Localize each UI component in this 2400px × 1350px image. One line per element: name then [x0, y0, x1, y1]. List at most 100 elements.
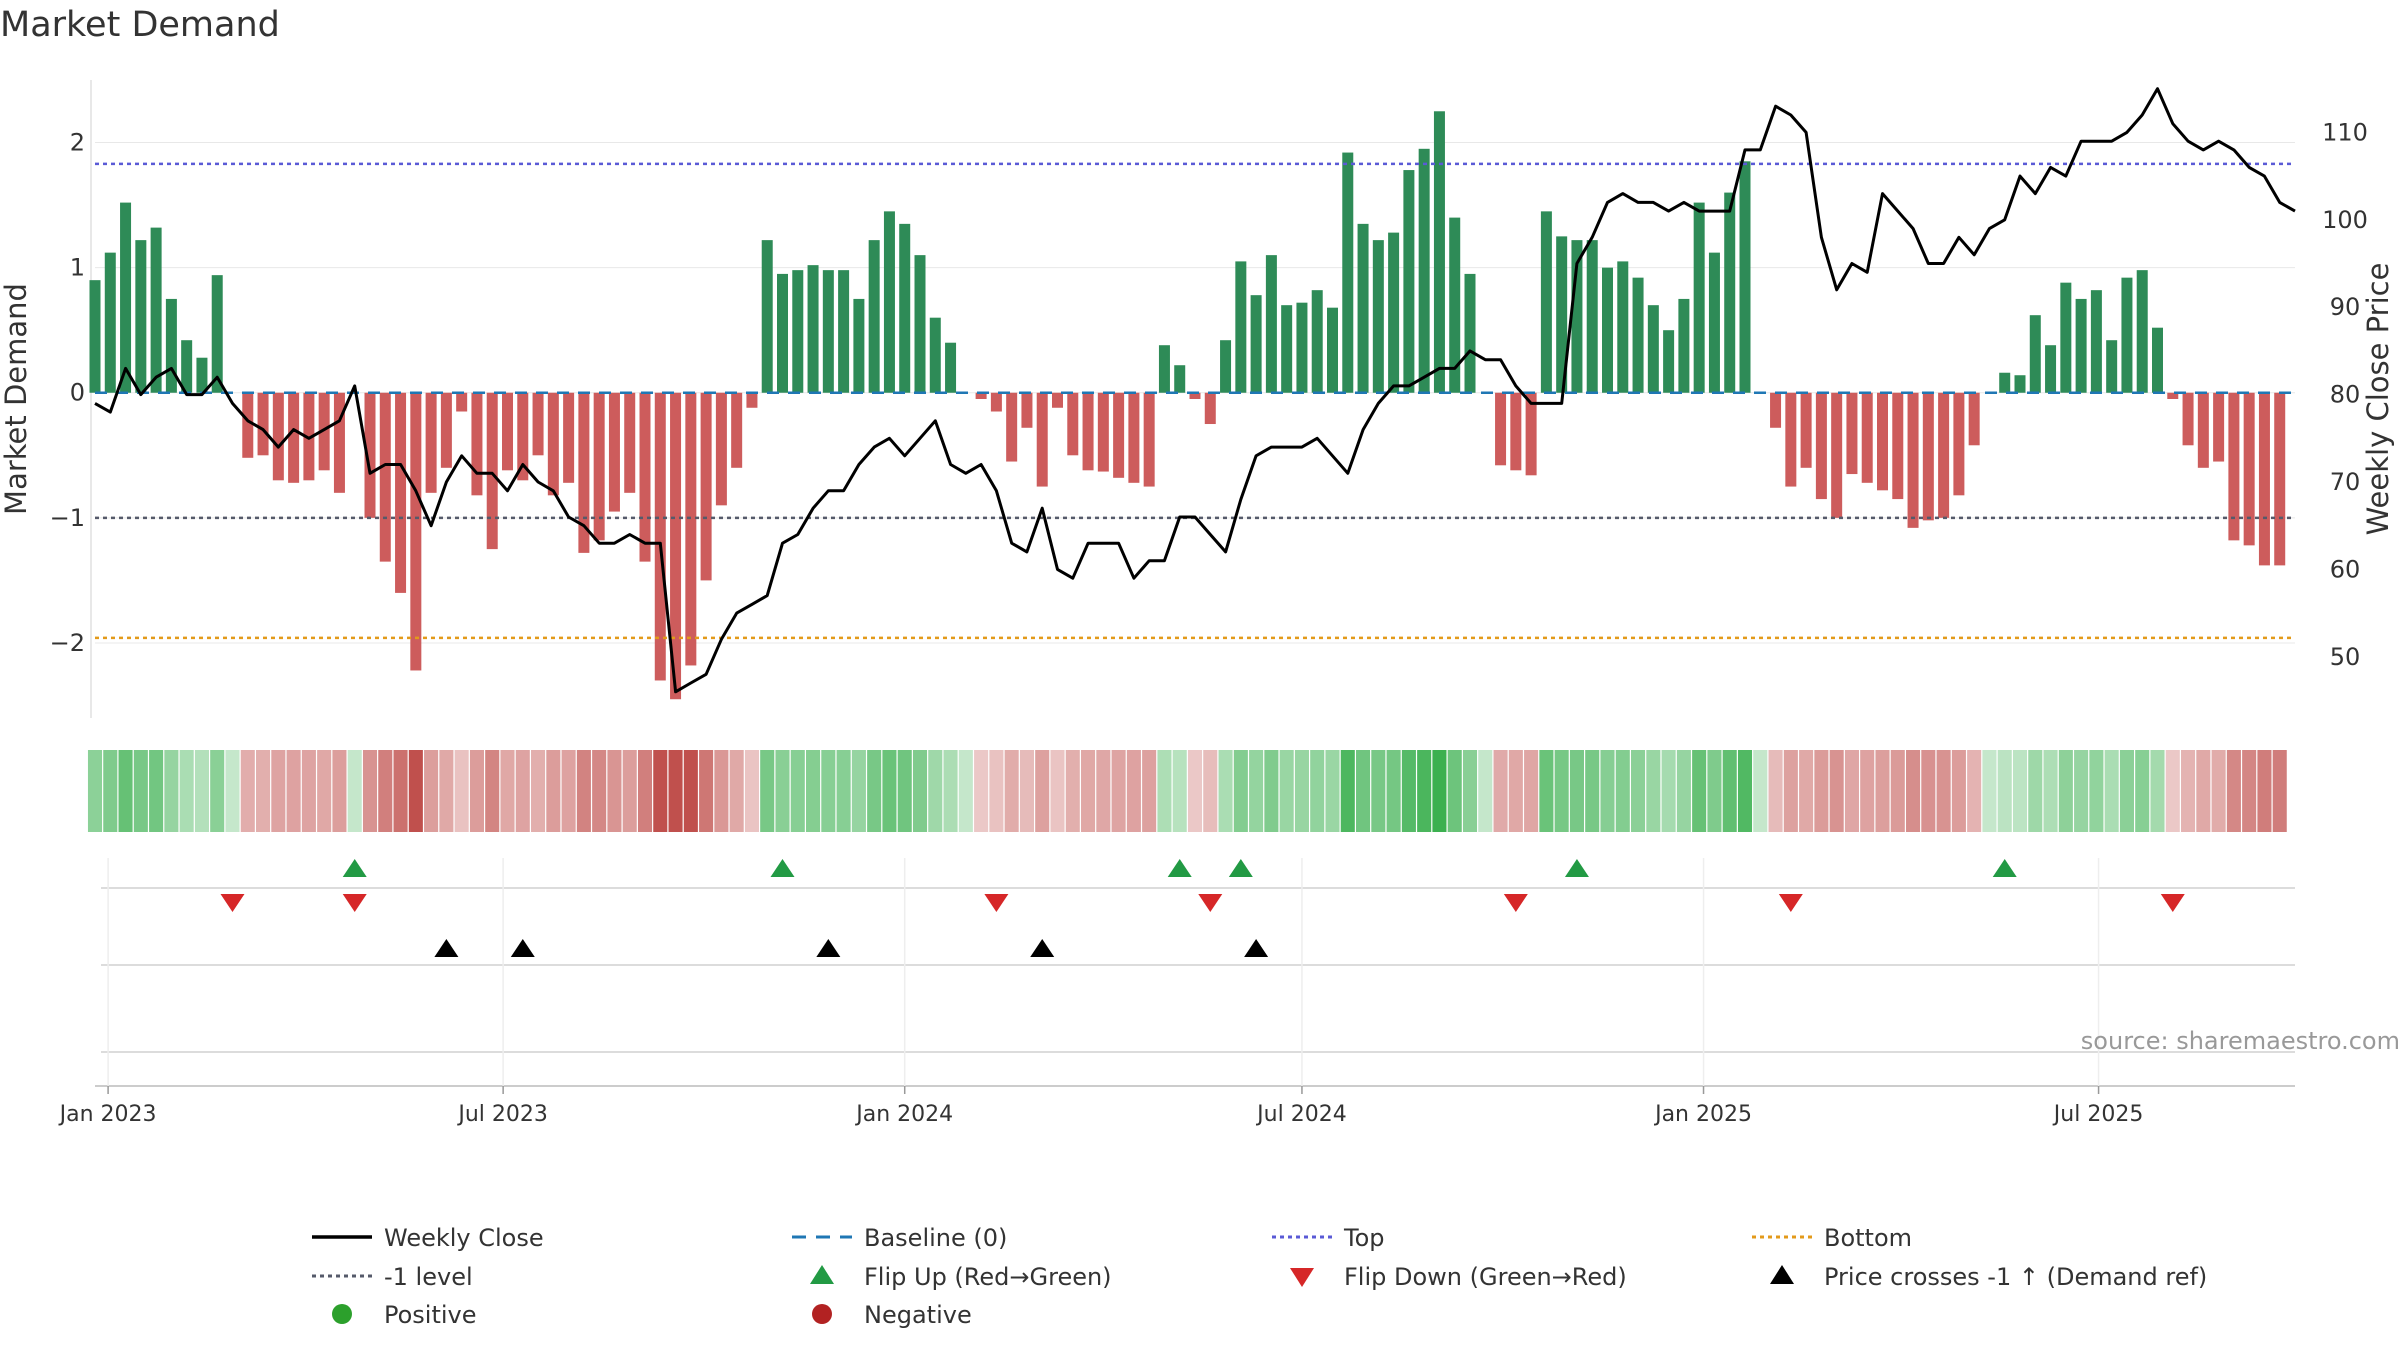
- heat-cell: [1799, 750, 1814, 832]
- heat-cell: [882, 750, 897, 832]
- negative-bar: [1831, 392, 1843, 518]
- heat-cell: [2196, 750, 2211, 832]
- heat-cell: [2211, 750, 2226, 832]
- heat-cell: [1447, 750, 1462, 832]
- heat-cell: [1676, 750, 1691, 832]
- positive-bar: [1158, 345, 1170, 393]
- heat-cell: [1600, 750, 1615, 832]
- negative-bar: [1052, 392, 1063, 408]
- heat-cell: [592, 750, 607, 832]
- flip-down-marker: [220, 894, 245, 912]
- heat-cell: [1218, 750, 1233, 832]
- heat-cell: [1844, 750, 1859, 832]
- heat-cell: [1233, 750, 1248, 832]
- positive-bar: [2045, 345, 2057, 393]
- legend-label: -1 level: [384, 1263, 473, 1291]
- heat-cell: [408, 750, 423, 832]
- heat-cell: [1508, 750, 1523, 832]
- negative-bar: [1907, 392, 1919, 528]
- flip-down-marker: [1778, 894, 1803, 912]
- heat-cell: [1478, 750, 1493, 832]
- x-tick-label: Jul 2025: [2052, 1102, 2144, 1127]
- negative-bar: [288, 392, 300, 483]
- heat-cell: [469, 750, 484, 832]
- heat-cell: [836, 750, 851, 832]
- heat-cell: [653, 750, 668, 832]
- heat-cell: [515, 750, 530, 832]
- legend-label: Negative: [864, 1301, 972, 1329]
- legend: Weekly Close Baseline (0) Top Bottom -1 leve…: [312, 1224, 2207, 1329]
- positive-bar: [883, 211, 895, 393]
- positive-bar: [196, 357, 208, 393]
- negative-bar: [608, 392, 620, 512]
- heat-cell: [164, 750, 179, 832]
- heat-cell: [1615, 750, 1630, 832]
- x-tick-label: Jan 2024: [854, 1102, 953, 1127]
- heat-cell: [1493, 750, 1508, 832]
- legend-swatch: [332, 1304, 352, 1324]
- heat-cell: [1310, 750, 1325, 832]
- flip-down-marker: [2160, 894, 2185, 912]
- price-cross-marker: [1030, 939, 1055, 957]
- heat-cell: [393, 750, 408, 832]
- right-tick-label: 70: [2330, 468, 2361, 496]
- heat-cell: [1050, 750, 1065, 832]
- heat-cell: [1065, 750, 1080, 832]
- negative-bar: [715, 392, 727, 506]
- negative-bar: [975, 392, 987, 399]
- heat-cell: [1294, 750, 1309, 832]
- negative-bar: [425, 392, 437, 493]
- heat-cell: [867, 750, 882, 832]
- positive-bar: [914, 255, 926, 393]
- heat-cell: [851, 750, 866, 832]
- event-panel: [95, 858, 2295, 1087]
- positive-bar: [853, 298, 865, 393]
- left-tick-label: 0: [70, 379, 85, 407]
- heat-cell: [332, 750, 347, 832]
- heat-cell: [1096, 750, 1111, 832]
- heat-cell: [301, 750, 316, 832]
- legend-label: Weekly Close: [384, 1224, 544, 1252]
- negative-bar: [2228, 392, 2240, 541]
- heat-cell: [760, 750, 775, 832]
- positive-bar: [777, 273, 788, 393]
- left-tick-label: 2: [70, 129, 85, 157]
- negative-bar: [2213, 392, 2225, 462]
- positive-bar: [135, 240, 147, 393]
- legend-label: Positive: [384, 1301, 477, 1329]
- positive-bar: [1708, 252, 1720, 393]
- heat-cell: [1081, 750, 1096, 832]
- negative-bar: [1097, 392, 1109, 472]
- negative-bar: [517, 392, 529, 481]
- x-tick-label: Jan 2025: [1653, 1102, 1752, 1127]
- positive-bar: [1449, 217, 1461, 393]
- heat-cell: [1692, 750, 1707, 832]
- negative-bar: [2243, 392, 2255, 546]
- heat-cell: [1539, 750, 1554, 832]
- x-tick-label: Jul 2024: [1255, 1102, 1347, 1127]
- negative-bar: [242, 392, 254, 458]
- heat-cell: [729, 750, 744, 832]
- positive-bar: [2152, 327, 2163, 393]
- negative-bar: [1770, 392, 1782, 428]
- negative-bar: [1021, 392, 1033, 428]
- positive-bar: [1327, 307, 1338, 393]
- heat-cell: [118, 750, 133, 832]
- flip-up-marker: [770, 859, 795, 877]
- heat-cell: [806, 750, 821, 832]
- positive-bar: [211, 275, 223, 393]
- negative-bar: [1113, 392, 1125, 478]
- positive-bar: [1372, 240, 1384, 393]
- positive-bar: [2090, 290, 2102, 393]
- heat-cell: [133, 750, 148, 832]
- heat-cell: [2135, 750, 2150, 832]
- heat-cell: [1707, 750, 1722, 832]
- negative-bar: [1892, 392, 1904, 500]
- negative-bar: [685, 392, 697, 666]
- heat-cell: [775, 750, 790, 832]
- flip-up-marker: [1564, 859, 1589, 877]
- negative-bar: [272, 392, 284, 481]
- heat-cell: [974, 750, 989, 832]
- negative-bar: [1938, 392, 1950, 518]
